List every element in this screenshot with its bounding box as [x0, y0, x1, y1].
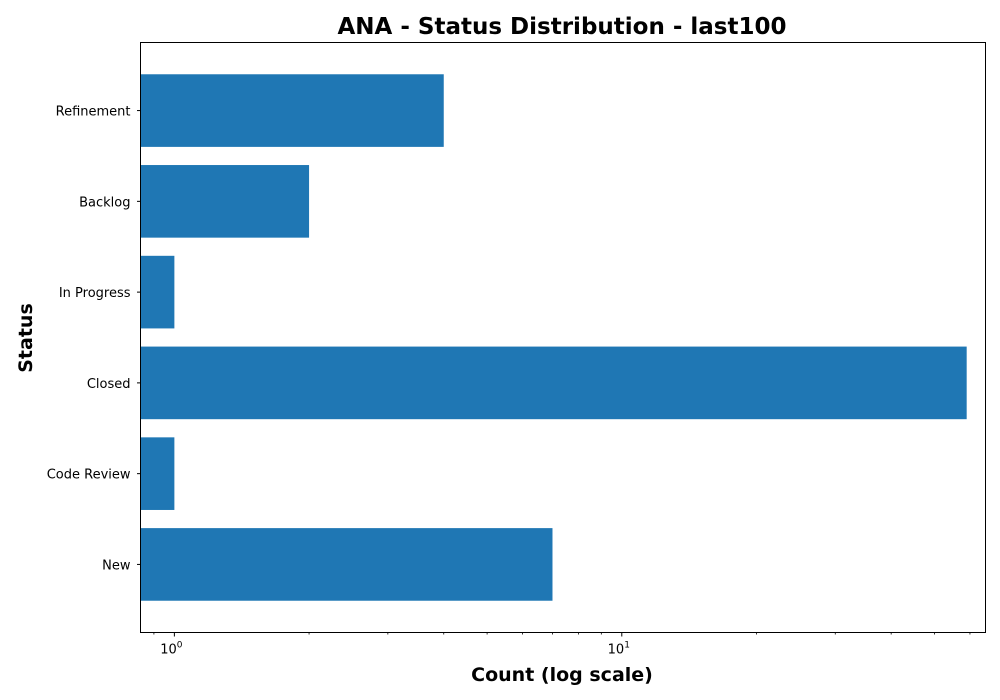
- y-tick-label: In Progress: [59, 286, 131, 301]
- y-axis-label: Status: [15, 303, 37, 373]
- chart-title: ANA - Status Distribution - last100: [338, 14, 787, 40]
- bar-backlog: [140, 165, 310, 238]
- x-tick-label: 101: [608, 641, 630, 658]
- y-tick-label: Backlog: [79, 195, 130, 210]
- y-tick-label: Closed: [87, 377, 131, 392]
- bar-refinement: [140, 74, 444, 147]
- y-tick-label: New: [102, 558, 131, 573]
- bar-new: [140, 528, 553, 601]
- bar-in-progress: [140, 255, 175, 329]
- plot-frame: [140, 42, 986, 633]
- x-axis-label: Count (log scale): [471, 664, 653, 686]
- bars-layer: [140, 74, 967, 601]
- ticks-layer: New Code Review Closed In Progress Backlog Re…: [47, 105, 971, 658]
- y-tick-label: Code Review: [47, 468, 131, 483]
- y-tick-label: Refinement: [56, 105, 131, 120]
- bar-code-review: [140, 437, 175, 510]
- bar-closed: [140, 346, 967, 420]
- x-tick-label: 100: [160, 641, 183, 658]
